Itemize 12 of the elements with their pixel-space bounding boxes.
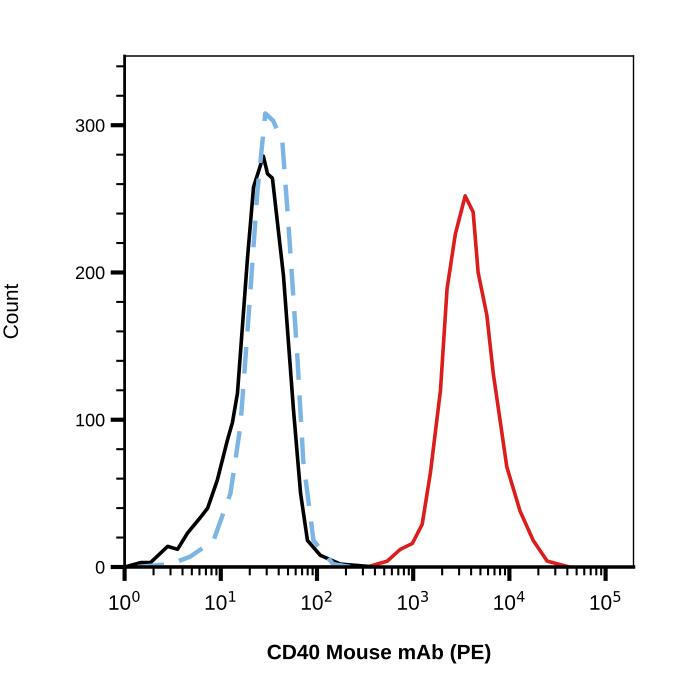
y-tick-label: 100 bbox=[76, 414, 104, 426]
x-tick-label: 10$^{2}$ bbox=[302, 590, 332, 610]
x-tick-label: 10$^{0}$ bbox=[110, 590, 140, 610]
x-tick-label: 10$^{5}$ bbox=[590, 591, 620, 610]
y-tick-label: 300 bbox=[76, 119, 104, 132]
y-tick-label: 200 bbox=[76, 266, 104, 280]
x-tick-label: 10$^{4}$ bbox=[494, 591, 525, 610]
x-tick-label: 10$^{3}$ bbox=[398, 590, 428, 610]
y-axis-title: Count bbox=[3, 284, 18, 338]
x-axis-title: CD40 Mouse mAb (PE) bbox=[268, 644, 490, 664]
x-tick-label: 10$^{1}$ bbox=[206, 591, 236, 610]
y-tick-label: 0 bbox=[96, 560, 104, 574]
